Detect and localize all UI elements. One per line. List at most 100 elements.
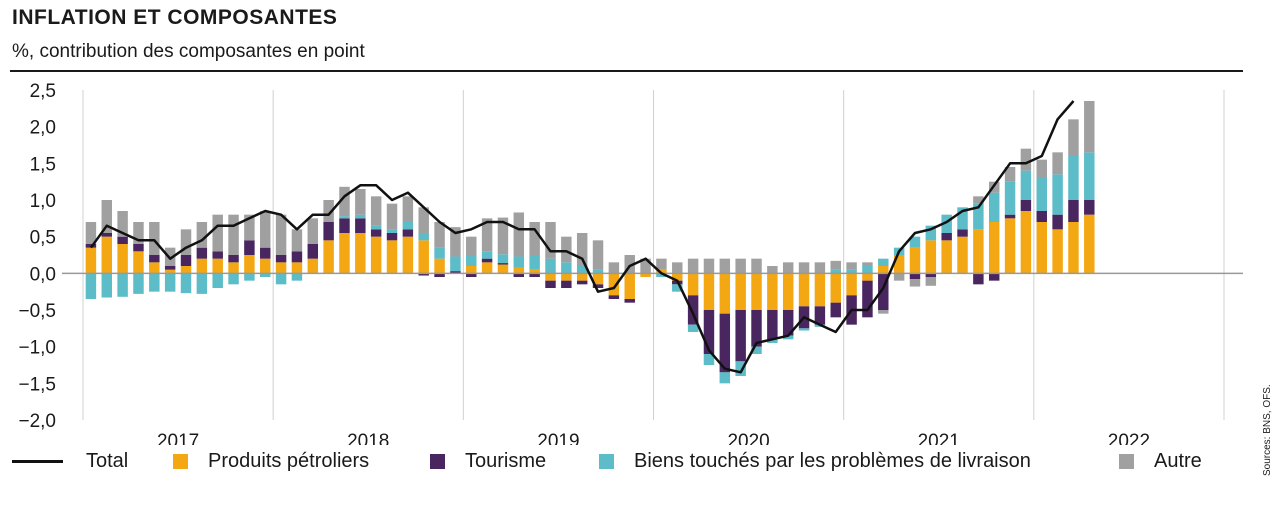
bar-segment — [323, 200, 334, 222]
bar-segment — [925, 240, 937, 274]
y-tick-label: 0,0 — [30, 264, 56, 285]
bar-segment — [909, 247, 921, 274]
bar-segment — [196, 273, 208, 294]
y-tick-label: 2,0 — [30, 118, 56, 139]
bar-segment — [1036, 159, 1047, 178]
bar-segment — [624, 299, 635, 303]
bar-segment — [1036, 222, 1047, 274]
legend-item-biens: Biens touchés par les problèmes de livra… — [599, 447, 1031, 475]
bar-segment — [1052, 229, 1063, 274]
bar-segment — [196, 258, 208, 274]
bar-segment — [545, 258, 556, 274]
bar-segment — [355, 214, 366, 219]
bar-segment — [228, 273, 239, 285]
bar-segment — [101, 273, 113, 298]
bar-segment — [260, 211, 271, 248]
bar-segment — [830, 302, 841, 318]
bar-segment — [291, 273, 303, 281]
bar-segment — [1004, 181, 1016, 215]
bar-segment — [672, 284, 683, 292]
legend-swatch-petroliers — [173, 453, 188, 469]
bar-segment — [481, 218, 493, 252]
bar-segment — [307, 218, 319, 244]
bar-segment — [735, 258, 746, 274]
bar-segment — [624, 255, 635, 274]
bar-segment — [180, 273, 192, 294]
bar-segment — [275, 273, 287, 285]
bar-segment — [244, 255, 255, 274]
bar-segment — [418, 240, 429, 274]
bar-segment — [941, 214, 952, 233]
bar-segment — [814, 273, 826, 307]
bar-segment — [355, 189, 366, 215]
bar-segment — [355, 233, 366, 274]
bar-segment — [751, 273, 762, 310]
bar-segment — [1084, 101, 1095, 153]
inflation-chart: 2,5 2,0 1,5 1,0 0,5 0,0 −0,5 −1,0 −1,5 −2,0 2017 20… — [18, 81, 1243, 445]
bar-segment — [703, 258, 715, 274]
bar-segment — [497, 263, 509, 265]
bar-segment — [275, 214, 287, 255]
bar-segment — [988, 192, 1000, 222]
legend-item-tourisme: Tourisme — [430, 447, 546, 475]
bar-segment — [196, 247, 208, 259]
bar-segment — [814, 306, 826, 325]
legend-swatch-total — [12, 459, 63, 463]
bar-segment — [767, 273, 778, 310]
bar-segment — [117, 244, 128, 274]
bar-segment — [434, 222, 445, 248]
bar-segment — [925, 273, 937, 277]
bar-segment — [164, 273, 176, 292]
bar-segment — [862, 266, 873, 274]
bar-segment — [687, 273, 699, 296]
legend-swatch-autre — [1119, 453, 1134, 469]
bar-segment — [782, 335, 794, 340]
bar-segment — [909, 236, 921, 248]
bar-segment — [782, 273, 794, 310]
bar-segment — [687, 295, 699, 325]
bar-segment — [466, 266, 477, 274]
bar-segment — [735, 273, 746, 310]
bar-segment — [402, 229, 414, 237]
legend-label-autre: Autre — [1154, 449, 1202, 472]
bar-segment — [878, 258, 889, 266]
bar-segment — [719, 273, 731, 314]
legend-item-petroliers: Produits pétroliers — [173, 447, 369, 475]
bar-segment — [228, 262, 239, 274]
bar-segment — [180, 255, 192, 266]
bar-segment — [133, 222, 144, 244]
y-tick-label: 1,5 — [30, 154, 56, 175]
bar-segment — [1084, 152, 1095, 200]
bar-segment — [988, 222, 1000, 274]
legend-label-tourisme: Tourisme — [465, 449, 547, 472]
bar-segment — [260, 247, 271, 259]
bar-segment — [275, 262, 287, 274]
bar-segment — [957, 236, 968, 274]
bar-segment — [798, 328, 810, 331]
bar-segment — [767, 266, 778, 274]
bar-segment — [893, 255, 905, 274]
bar-segment — [1068, 119, 1079, 156]
bar-segment — [576, 266, 588, 274]
bar-segment — [466, 273, 477, 277]
bar-segment — [703, 310, 715, 354]
bar-segment — [656, 258, 667, 270]
bar-segment — [576, 273, 588, 281]
bar-segment — [767, 339, 778, 343]
bar-segment — [687, 258, 699, 274]
bar-segment — [672, 262, 683, 274]
bar-segment — [1004, 218, 1016, 274]
bar-segment — [418, 273, 429, 276]
bar-segment — [973, 273, 984, 285]
bar-segment — [291, 262, 303, 274]
bar-segment — [418, 207, 429, 233]
bar-segment — [1020, 170, 1032, 200]
bar-segment — [85, 273, 97, 299]
bar-segment — [260, 273, 271, 277]
bar-segment — [386, 203, 398, 230]
bar-segment — [149, 262, 160, 274]
legend-item-total: Total — [12, 447, 128, 475]
bar-segment — [925, 225, 937, 241]
x-tick-label: 2019 — [537, 431, 579, 445]
bar-segment — [260, 258, 271, 274]
